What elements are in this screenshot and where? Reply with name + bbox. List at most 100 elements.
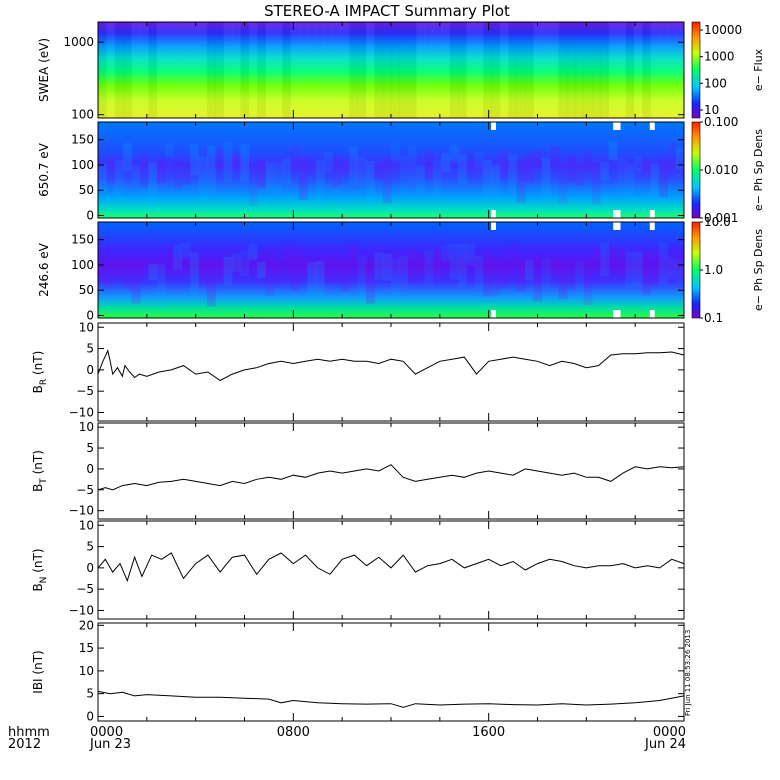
heatmap-texture-swea xyxy=(667,22,677,118)
heatmap-texture-pad246 xyxy=(650,250,660,287)
heatmap-texture-pad650 xyxy=(591,162,601,205)
heatmap-texture-pad650 xyxy=(617,157,626,203)
heatmap-texture-swea xyxy=(424,22,434,118)
heatmap-texture-pad246 xyxy=(533,255,543,302)
y-tick-label: 5 xyxy=(86,441,94,455)
heatmap-texture-swea xyxy=(307,22,317,118)
heatmap-texture-pad246 xyxy=(240,249,250,276)
trace-bt xyxy=(97,464,685,491)
panel-pad650: 0.001 0.010 0.100 e− Ph Sp Dens 0 50 100 150 650… xyxy=(37,115,765,225)
heatmap-texture-pad246 xyxy=(642,252,652,295)
heatmap-texture-pad246 xyxy=(516,258,526,292)
heatmap-texture-pad246 xyxy=(307,262,317,300)
heatmap-texture-pad650 xyxy=(273,162,283,196)
y-tick-label: 1000 xyxy=(63,35,94,49)
heatmap-texture-swea xyxy=(617,22,626,118)
heatmap-texture-swea xyxy=(181,22,191,118)
heatmap-texture-pad650 xyxy=(114,160,124,205)
heatmap-texture-swea xyxy=(173,22,183,118)
panel-swea: 10 100 1000 10000 e− Flux 100 1000 SWEA (eV) xyxy=(37,21,765,122)
heatmap-texture-swea xyxy=(541,22,551,118)
heatmap-texture-pad650 xyxy=(181,162,191,185)
heatmap-texture-pad650 xyxy=(583,150,593,172)
panel-bt: −10 −5 0 5 10 BT (nT) xyxy=(31,420,685,520)
heatmap-texture-pad246 xyxy=(424,249,434,285)
date-tick-label: Jun 24 xyxy=(644,737,686,752)
heatmap-texture-pad650 xyxy=(558,163,568,205)
heatmap-texture-swea xyxy=(516,22,526,118)
y-tick-label: 150 xyxy=(71,133,94,147)
heatmap-texture-swea xyxy=(190,22,199,118)
panel-bmag: 0 5 10 15 20 IBI (nT) xyxy=(31,618,685,723)
heatmap-texture-pad246 xyxy=(575,261,585,299)
heatmap-texture-pad246 xyxy=(349,242,359,265)
time-tick-label: 0800 xyxy=(277,725,310,740)
heatmap-texture-pad650 xyxy=(667,142,677,178)
heatmap-texture-pad650 xyxy=(248,162,258,206)
heatmap-texture-pad650 xyxy=(499,149,509,178)
heatmap-texture-pad246 xyxy=(524,259,534,281)
heatmap-texture-pad246 xyxy=(315,260,325,303)
heatmap-texture-pad650 xyxy=(550,146,559,169)
y-tick-label: 10 xyxy=(79,664,94,678)
heatmap-texture-pad650 xyxy=(131,165,141,187)
heatmap-texture-swea xyxy=(257,22,266,118)
heatmap-texture-swea xyxy=(349,22,359,118)
heatmap-texture-swea xyxy=(483,22,492,118)
heatmap-texture-pad650 xyxy=(575,162,585,186)
heatmap-texture-swea xyxy=(466,22,476,118)
heatmap-texture-pad246 xyxy=(223,256,233,286)
y-tick-label: 150 xyxy=(71,233,94,247)
heatmap-texture-pad650 xyxy=(98,163,107,192)
y-axis-label-bn: BN (nT) xyxy=(31,548,49,591)
heatmap-texture-swea xyxy=(600,22,610,118)
heatmap-texture-pad246 xyxy=(382,253,392,281)
heatmap-texture-pad650 xyxy=(658,158,668,198)
heatmap-texture-swea xyxy=(131,22,141,118)
frame-bt xyxy=(97,422,685,520)
heatmap-texture-pad246 xyxy=(215,260,225,281)
frame-bn xyxy=(97,520,685,620)
heatmap-texture-pad246 xyxy=(617,248,626,273)
y-axis-label-bmag: IBI (nT) xyxy=(31,650,45,693)
heatmap-texture-pad246 xyxy=(181,242,191,259)
trace-bmag xyxy=(97,690,685,708)
heatmap-texture-swea xyxy=(658,22,668,118)
heatmap-texture-pad650 xyxy=(231,153,241,169)
data-gap-pad246 xyxy=(491,310,496,318)
colorbar-tick-label: 0.100 xyxy=(704,115,738,129)
heatmap-texture-pad650 xyxy=(148,162,158,207)
heatmap-texture-pad650 xyxy=(298,156,308,201)
y-tick-label: −10 xyxy=(69,405,94,419)
heatmap-texture-pad246 xyxy=(541,258,551,291)
heatmap-texture-swea xyxy=(441,22,451,118)
heatmap-texture-pad246 xyxy=(416,254,425,275)
y-tick-label: 10 xyxy=(79,320,94,334)
heatmap-texture-pad246 xyxy=(365,261,375,304)
data-gap-pad650 xyxy=(649,122,655,130)
heatmap-texture-pad650 xyxy=(349,146,359,185)
data-gap-pad650 xyxy=(649,210,655,218)
colorbar-tick-label: 1.0 xyxy=(704,263,723,277)
heatmap-texture-pad650 xyxy=(633,156,643,172)
heatmap-texture-pad246 xyxy=(156,263,166,308)
heatmap-texture-pad246 xyxy=(474,255,484,290)
heatmap-texture-pad650 xyxy=(516,158,526,203)
heatmap-texture-pad650 xyxy=(332,154,342,187)
colorbar-tick-label: 0.1 xyxy=(704,311,723,325)
heatmap-texture-pad650 xyxy=(541,158,551,198)
y-tick-label: −5 xyxy=(76,483,94,497)
heatmap-texture-pad650 xyxy=(449,145,459,163)
heatmap-texture-swea xyxy=(106,22,116,118)
heatmap-texture-swea xyxy=(474,22,484,118)
heatmap-texture-pad246 xyxy=(600,242,610,276)
y-tick-label: 20 xyxy=(79,618,94,632)
heatmap-texture-pad246 xyxy=(407,248,417,284)
heatmap-texture-swea xyxy=(591,22,601,118)
heatmap-texture-swea xyxy=(139,22,149,118)
heatmap-texture-swea xyxy=(265,22,275,118)
heatmap-texture-pad246 xyxy=(290,247,300,291)
heatmap-texture-pad246 xyxy=(441,244,451,262)
